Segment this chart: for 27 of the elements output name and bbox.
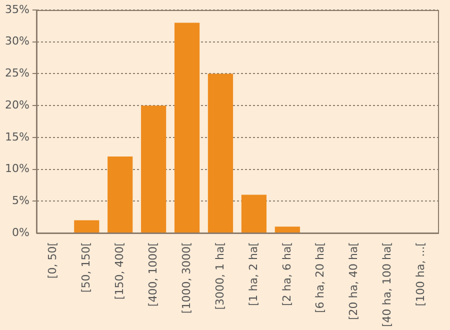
x-tick-label: [400, 1000[ (146, 242, 160, 307)
y-tick-label: 25% (4, 66, 30, 80)
x-tick-label: [20 ha, 40 ha[ (347, 242, 360, 320)
x-tick-label: [6 ha, 20 ha[ (314, 242, 327, 314)
x-tick-label: [50, 150[ (80, 242, 92, 293)
y-tick-label: 10% (4, 162, 30, 176)
x-tick-label: [150, 400[ (112, 242, 126, 300)
bar (274, 226, 300, 233)
bar (108, 156, 133, 233)
x-tick-label: [100 ha, ...[ (414, 242, 428, 306)
x-tick-label: [1 ha, 2 ha[ (246, 242, 260, 306)
bar (241, 194, 267, 233)
x-tick-label: [3000, 1 ha[ (213, 242, 226, 310)
bar (141, 106, 166, 233)
y-tick-label: 30% (4, 34, 30, 48)
bar (208, 74, 234, 233)
x-tick-label: [2 ha, 6 ha[ (280, 242, 294, 306)
bar (74, 220, 100, 233)
x-tick-label: [1000, 3000[ (180, 242, 193, 314)
y-tick-label: 0% (12, 226, 30, 239)
x-tick-label: [40 ha, 100 ha[ (380, 242, 394, 328)
y-tick-label: 5% (12, 194, 30, 208)
y-tick-label: 15% (4, 130, 30, 144)
bar (174, 22, 200, 233)
y-tick-label: 20% (4, 98, 30, 112)
x-tick-label: [0, 50[ (46, 242, 60, 279)
y-tick-label: 35% (4, 2, 30, 16)
